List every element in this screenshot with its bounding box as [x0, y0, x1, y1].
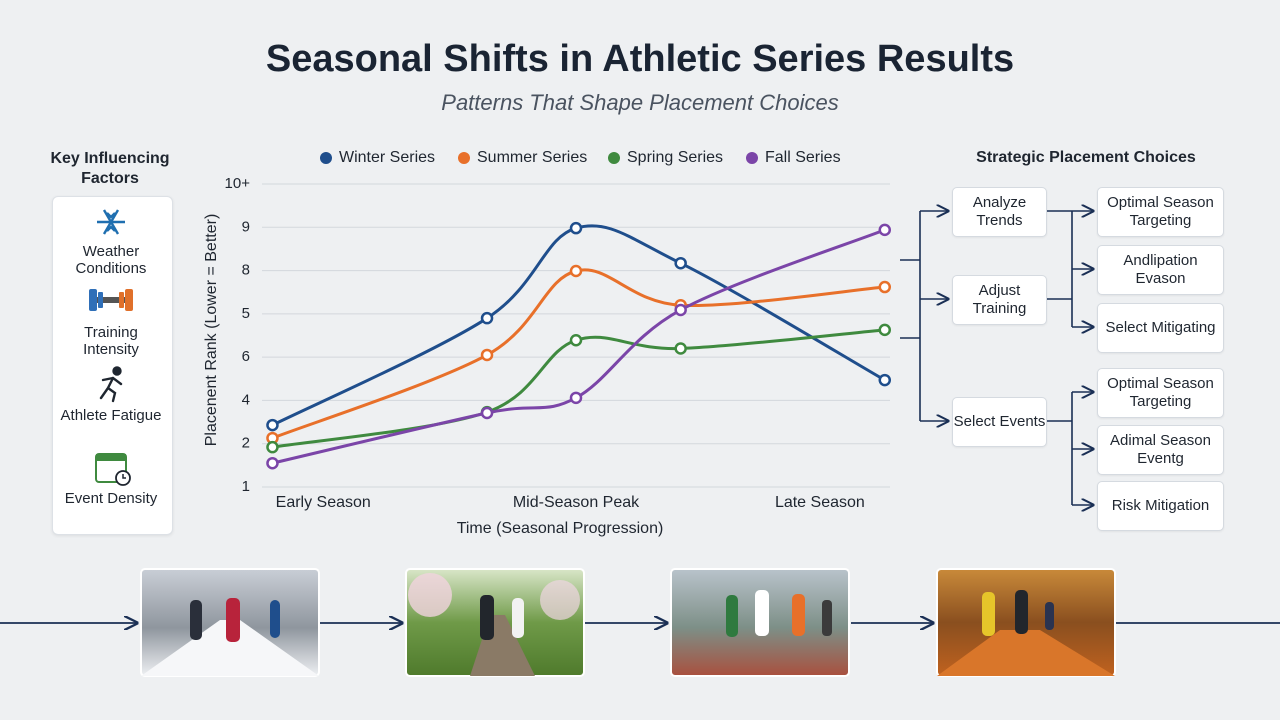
data-point: [480, 406, 494, 420]
data-point: [266, 440, 279, 454]
action-box: Adjust Training: [952, 275, 1047, 325]
y-axis-label: Placenent Rank (Lower = Better): [203, 214, 220, 447]
choice-box: Andlipation Evason: [1097, 245, 1224, 295]
y-tick-label: 6: [242, 348, 250, 365]
factor-label: Training Intensity: [83, 324, 139, 358]
legend-marker: [746, 152, 758, 164]
data-point: [569, 334, 583, 347]
action-box: Analyze Trends: [952, 187, 1047, 237]
x-tick-label: Early Season: [276, 494, 371, 511]
legend-label: Spring Series: [627, 149, 723, 166]
y-tick-label: 1: [242, 478, 250, 495]
series-line: [272, 228, 886, 465]
title: Seasonal Shifts in Athletic Series Resul…: [265, 38, 1015, 80]
y-tick-label: 4: [242, 391, 250, 408]
action-box: Select Events: [952, 397, 1047, 447]
data-point: [266, 456, 279, 470]
data-point: [569, 264, 583, 278]
factor-label: Athlete Fatigue: [60, 407, 162, 424]
factor-label: Event Density: [64, 490, 158, 507]
x-axis-label: Time (Seasonal Progression): [457, 520, 664, 537]
data-point: [878, 323, 892, 337]
data-point: [674, 342, 687, 355]
data-point: [569, 391, 583, 405]
choice-box: Optimal Season Targeting: [1097, 187, 1224, 237]
data-point: [480, 348, 494, 362]
legend-marker: [608, 152, 620, 164]
factor-label: Weather Conditions: [75, 243, 147, 277]
factors-title: Key Influencing Factors: [50, 150, 170, 187]
data-point: [266, 418, 279, 432]
data-point: [674, 256, 687, 270]
choice-box: Optimal Season Targeting: [1097, 368, 1224, 418]
x-tick-label: Mid-Season Peak: [513, 494, 640, 511]
subtitle: Patterns That Shape Placement Choices: [441, 90, 839, 115]
data-point: [480, 311, 494, 325]
data-point: [878, 373, 892, 387]
choice-box: Select Mitigating: [1097, 303, 1224, 353]
legend-label: Fall Series: [765, 149, 841, 166]
legend-label: Winter Series: [339, 149, 435, 166]
choice-box: Risk Mitigation: [1097, 481, 1224, 531]
data-point: [674, 303, 687, 317]
y-tick-label: 10+: [225, 175, 251, 192]
data-point: [878, 280, 892, 294]
data-point: [569, 221, 583, 235]
legend-marker: [320, 152, 332, 164]
season-photos: [140, 568, 1116, 677]
legend-marker: [458, 152, 470, 164]
series-line: [272, 328, 885, 449]
y-tick-label: 9: [242, 218, 250, 235]
y-tick-label: 5: [242, 305, 250, 322]
data-point: [878, 223, 892, 237]
strategy-title: Strategic Placement Choices: [976, 149, 1196, 166]
connectors: [900, 211, 1093, 505]
x-tick-label: Late Season: [775, 494, 865, 511]
legend-label: Summer Series: [477, 149, 587, 166]
choice-box: Adimal Season Eventg: [1097, 425, 1224, 475]
y-tick-label: 2: [242, 435, 250, 452]
y-tick-label: 8: [242, 262, 250, 279]
series-line: [271, 268, 885, 440]
